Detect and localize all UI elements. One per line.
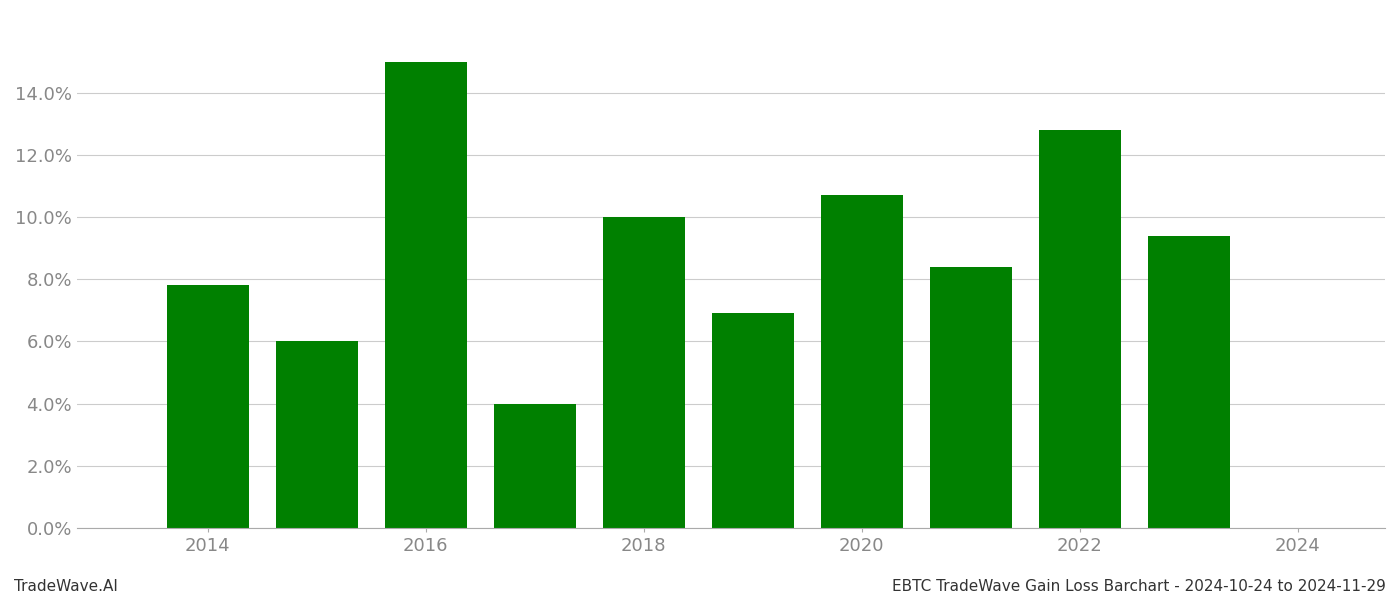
Bar	[930, 267, 1012, 528]
Text: EBTC TradeWave Gain Loss Barchart - 2024-10-24 to 2024-11-29: EBTC TradeWave Gain Loss Barchart - 2024…	[892, 579, 1386, 594]
Bar	[385, 62, 466, 528]
Bar	[167, 286, 249, 528]
Bar	[494, 404, 575, 528]
Bar	[1039, 130, 1120, 528]
Bar	[276, 341, 357, 528]
Bar	[820, 196, 903, 528]
Text: TradeWave.AI: TradeWave.AI	[14, 579, 118, 594]
Bar	[603, 217, 685, 528]
Bar	[711, 313, 794, 528]
Bar	[1148, 236, 1229, 528]
